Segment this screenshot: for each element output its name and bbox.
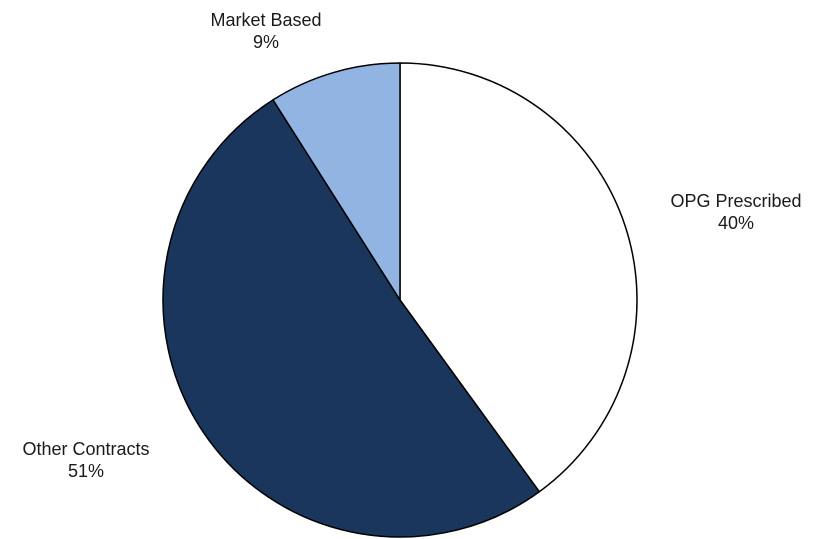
slice-other-contracts [162,99,541,538]
slice-value-other-contracts: 51% [67,461,105,481]
slice-value-market-based: 9% [252,32,279,52]
slice-label-other-contracts: Other Contracts 51% [22,438,149,482]
slice-name-market-based: Market Based [210,10,322,30]
slice-label-market-based: Market Based 9% [210,9,321,53]
slice-name-other-contracts: Other Contracts [22,439,150,459]
slice-name-opg-prescribed: OPG Prescribed [670,191,802,211]
slice-value-opg-prescribed: 40% [717,213,755,233]
slice-opg-prescribed [399,62,638,493]
slice-label-opg-prescribed: OPG Prescribed 40% [670,190,801,234]
slice-market-based [272,62,401,301]
